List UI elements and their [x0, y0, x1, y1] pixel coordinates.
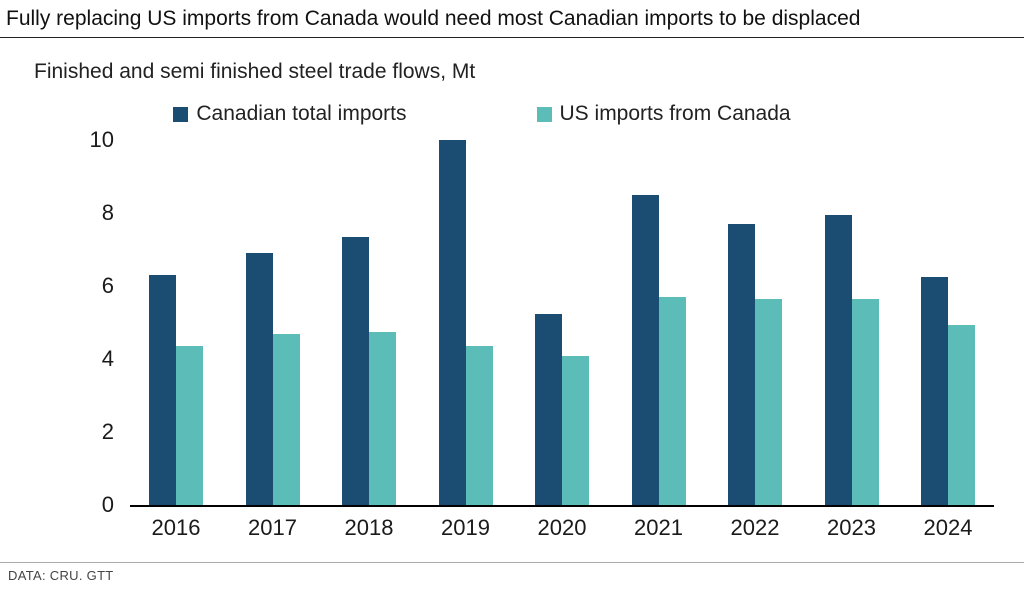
x-tick-label: 2020 [537, 515, 587, 541]
bar [921, 277, 948, 506]
bar [369, 331, 396, 506]
x-tick-label: 2023 [827, 515, 876, 541]
bar-group-2019 [434, 140, 498, 506]
bar [851, 298, 879, 506]
bar [728, 224, 755, 506]
plot-area: 0 2 4 6 8 10 [90, 127, 994, 517]
bar [658, 297, 686, 506]
page-title: Fully replacing US imports from Canada w… [6, 7, 861, 30]
bar [342, 236, 369, 506]
bar-group-2021 [627, 194, 691, 506]
bar [245, 253, 273, 506]
bar-group-2023 [820, 215, 884, 506]
x-axis-labels: 2016 2017 2018 2019 2020 2021 2022 2023 2024 [130, 515, 994, 541]
y-tick-label: 6 [101, 273, 114, 299]
bar [465, 346, 493, 506]
y-tick-label: 4 [101, 346, 114, 372]
bar [824, 215, 852, 506]
bar [631, 194, 659, 506]
bar-groups [130, 140, 994, 506]
legend-item-canadian-total-imports: Canadian total imports [173, 102, 407, 126]
source-note: DATA: CRU. GTT [0, 562, 1024, 591]
bar-group-2018 [337, 236, 401, 506]
legend: Canadian total imports US imports from C… [0, 102, 1024, 126]
y-tick-label: 10 [89, 127, 114, 153]
bar [149, 275, 176, 506]
bar-group-2022 [723, 224, 787, 506]
x-tick-label: 2022 [730, 515, 780, 541]
bar-group-2016 [144, 275, 208, 506]
title-divider [0, 37, 1024, 39]
legend-item-us-imports-from-canada: US imports from Canada [536, 102, 791, 126]
x-tick-label: 2019 [441, 515, 490, 541]
x-tick-label: 2016 [151, 515, 201, 541]
bar [272, 333, 300, 506]
y-tick-label: 8 [101, 200, 114, 226]
chart-area: 0 2 4 6 8 10 2016 2017 2018 2019 2020 2021 2022 2023… [90, 127, 994, 541]
legend-marker-canadian-total-imports [173, 106, 189, 122]
x-tick-label: 2021 [634, 515, 683, 541]
bar [562, 355, 589, 506]
bar [176, 346, 203, 506]
x-tick-label: 2018 [344, 515, 394, 541]
chart-subtitle: Finished and semi finished steel trade f… [34, 60, 476, 84]
bar-group-2017 [241, 253, 305, 506]
bar [755, 298, 782, 506]
bar [948, 324, 975, 506]
x-tick-label: 2024 [923, 515, 973, 541]
x-tick-label: 2017 [248, 515, 297, 541]
bar-group-2024 [916, 277, 980, 506]
legend-marker-us-imports-from-canada [536, 106, 552, 122]
bar [438, 140, 466, 506]
legend-label: US imports from Canada [559, 102, 791, 126]
bar-group-2020 [530, 313, 594, 506]
y-tick-label: 2 [101, 419, 114, 445]
legend-label: Canadian total imports [196, 102, 407, 126]
bar [535, 313, 562, 506]
y-tick-label: 0 [101, 492, 114, 518]
